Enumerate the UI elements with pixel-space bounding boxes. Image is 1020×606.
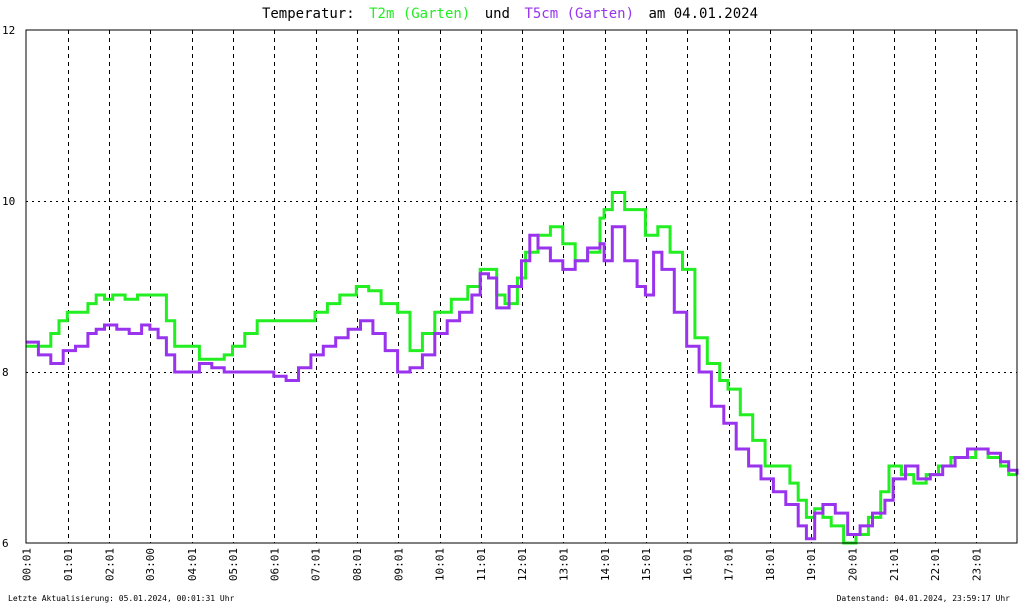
x-tick-label: 18:01: [764, 548, 777, 581]
x-tick-label: 21:01: [888, 548, 901, 581]
title-suffix: am 04.01.2024: [648, 6, 758, 22]
x-tick-label: 10:01: [434, 548, 447, 581]
y-tick-label: 10: [2, 195, 15, 208]
x-tick-label: 23:01: [970, 548, 983, 581]
x-tick-label: 14:01: [599, 548, 612, 581]
x-tick-label: 20:01: [847, 548, 860, 581]
x-tick-label: 09:01: [392, 548, 405, 581]
title-series-t5cm: T5cm (Garten): [524, 6, 634, 22]
x-tick-label: 13:01: [557, 548, 570, 581]
y-tick-label: 12: [2, 24, 15, 37]
chart-title: Temperatur: T2m (Garten) und T5cm (Garte…: [262, 6, 758, 22]
x-tick-label: 17:01: [723, 548, 736, 581]
grid: [26, 30, 1017, 543]
x-tick-labels: 00:01 01:01 02:01 03:00 04:01 05:01 06:01 07:01…: [21, 548, 984, 581]
x-tick-label: 16:01: [681, 548, 694, 581]
y-tick-label: 8: [2, 366, 9, 379]
title-mid: und: [485, 6, 510, 22]
x-tick-label: 19:01: [805, 548, 818, 581]
series-lines: [26, 191, 1019, 545]
x-tick-label: 00:01: [21, 548, 34, 581]
x-tick-label: 15:01: [640, 548, 653, 581]
y-tick-labels: 6 8 10 12: [2, 24, 15, 550]
footer-last-update: Letzte Aktualisierung: 05.01.2024, 00:01…: [8, 594, 235, 603]
x-tick-label: 11:01: [475, 548, 488, 581]
x-tick-label: 07:01: [310, 548, 323, 581]
x-tick-label: 02:01: [103, 548, 116, 581]
x-tick-label: 01:01: [62, 548, 75, 581]
title-prefix: Temperatur:: [262, 6, 355, 22]
footer-data-state: Datenstand: 04.01.2024, 23:59:17 Uhr: [837, 594, 1011, 603]
x-tick-label: 08:01: [351, 548, 364, 581]
title-series-t2m: T2m (Garten): [369, 6, 470, 22]
x-tick-label: 12:01: [516, 548, 529, 581]
y-tick-label: 6: [2, 537, 9, 550]
x-tick-label: 04:01: [186, 548, 199, 581]
plot-frame: [25, 29, 1018, 544]
x-tick-label: 03:00: [144, 548, 157, 581]
x-tick-label: 05:01: [227, 548, 240, 581]
x-tick-label: 06:01: [268, 548, 281, 581]
series-line-t5cm: [26, 225, 1019, 541]
series-line-t2m: [26, 191, 1017, 545]
x-tick-label: 22:01: [929, 548, 942, 581]
